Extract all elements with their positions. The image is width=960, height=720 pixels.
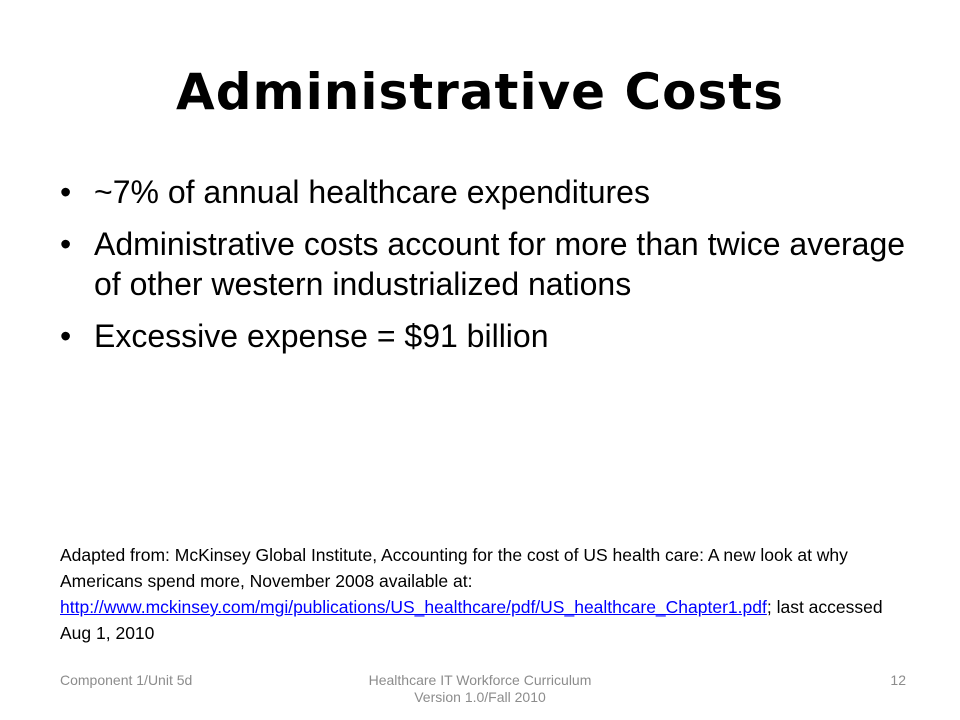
citation-prefix: Adapted from: McKinsey Global Institute,…	[60, 545, 848, 591]
citation-suffix: ; last accessed Aug 1, 2010	[60, 597, 883, 643]
bullet-item: • ~7% of annual healthcare expenditures	[60, 172, 910, 212]
footer-curriculum-line2: Version 1.0/Fall 2010	[414, 689, 546, 705]
bullet-glyph: •	[60, 174, 72, 210]
citation-link[interactable]: http://www.mckinsey.com/mgi/publications…	[60, 597, 767, 617]
footer-curriculum-line1: Healthcare IT Workforce Curriculum	[368, 672, 592, 688]
footer-component: Component 1/Unit 5d	[60, 672, 193, 688]
citation: Adapted from: McKinsey Global Institute,…	[60, 542, 900, 646]
bullet-item: • Excessive expense = $91 billion	[60, 316, 910, 356]
bullet-text: Excessive expense = $91 billion	[94, 318, 549, 354]
bullet-item: • Administrative costs account for more …	[60, 224, 910, 304]
slide-title: Administrative Costs	[176, 63, 784, 121]
bullet-glyph: •	[60, 318, 72, 354]
bullet-text: ~7% of annual healthcare expenditures	[94, 174, 650, 210]
bullet-list: • ~7% of annual healthcare expenditures …	[60, 172, 910, 368]
bullet-glyph: •	[60, 226, 72, 262]
bullet-text: Administrative costs account for more th…	[94, 226, 906, 302]
page-number: 12	[890, 672, 906, 688]
footer-curriculum: Healthcare IT Workforce Curriculum Versi…	[300, 672, 660, 706]
